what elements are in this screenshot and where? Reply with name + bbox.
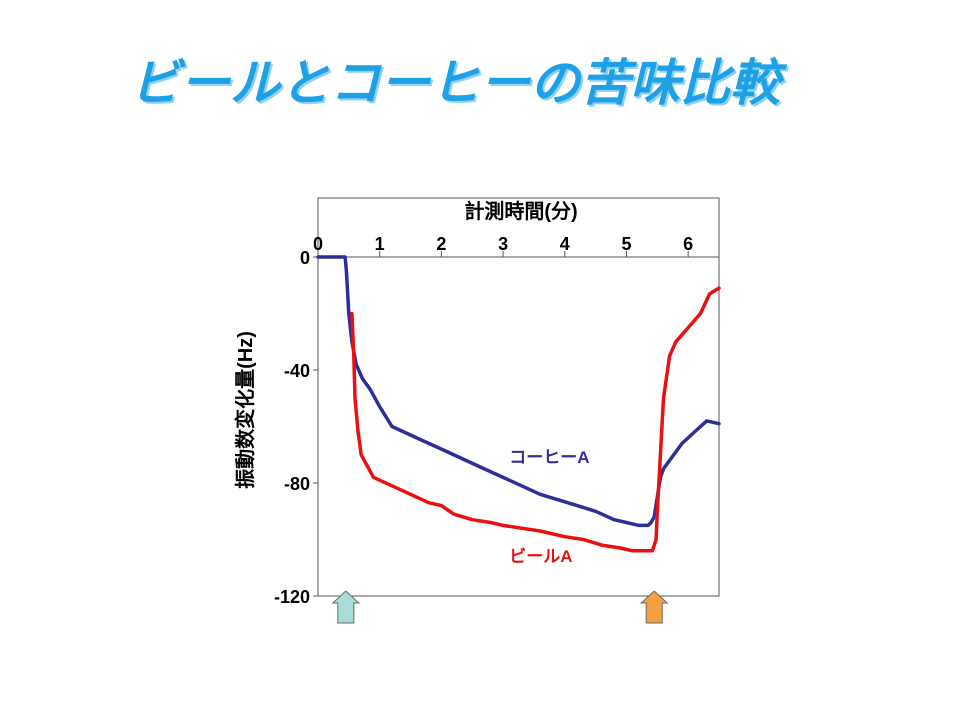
beer-series-label: ビールA	[509, 547, 572, 566]
annotation-layer: コーヒーA ビールA	[509, 448, 589, 566]
beer-series-line	[350, 286, 721, 553]
x-tick-label: 5	[621, 234, 631, 254]
y-tick-label: -120	[274, 587, 310, 607]
x-tick-label: 2	[436, 234, 446, 254]
slide-title: ビールとコーヒーの苦味比較	[130, 54, 780, 112]
y-tick-label: 0	[300, 248, 310, 268]
plot-frame	[317, 197, 720, 597]
marker-layer	[331, 590, 669, 624]
end-arrow-marker	[639, 590, 669, 624]
x-tick-label: 1	[375, 234, 385, 254]
x-tick-label: 0	[313, 234, 323, 254]
coffee-series-label: コーヒーA	[509, 448, 589, 467]
x-tick-label: 3	[498, 234, 508, 254]
x-tick-label: 4	[560, 234, 570, 254]
y-axis-label: 振動数変化量(Hz)	[233, 331, 257, 489]
coffee-series-line	[316, 255, 721, 528]
x-axis-label: 計測時間(分)	[464, 199, 577, 223]
y-tick-label: -40	[284, 361, 310, 381]
x-tick-label: 6	[683, 234, 693, 254]
x-ticks: 0 1 2 3 4 5 6	[313, 234, 693, 257]
y-tick-label: -80	[284, 474, 310, 494]
y-ticks: 0 -40 -80 -120	[274, 248, 318, 607]
series-layer	[316, 255, 721, 553]
start-arrow-marker	[331, 590, 361, 624]
